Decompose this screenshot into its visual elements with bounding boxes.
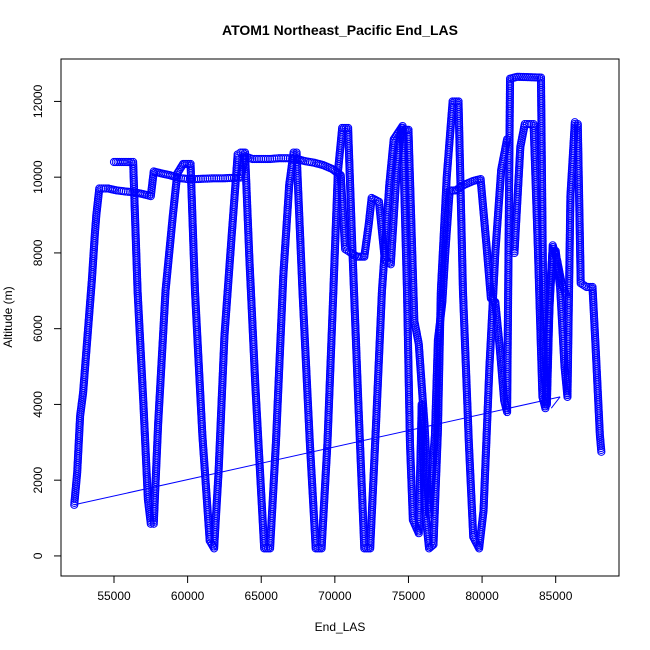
y-tick-label: 8000 <box>31 239 45 266</box>
x-tick-label: 65000 <box>245 589 279 603</box>
data-point <box>263 154 272 164</box>
data-point <box>205 174 214 183</box>
data-point <box>97 184 106 193</box>
data-point <box>223 174 232 183</box>
y-tick-label: 0 <box>31 552 45 559</box>
data-point <box>207 174 217 183</box>
y-tick-label: 4000 <box>31 391 45 418</box>
data-points <box>70 72 606 553</box>
data-point <box>259 154 268 164</box>
data-point <box>95 184 104 193</box>
data-point <box>210 174 219 183</box>
data-point <box>597 447 606 456</box>
x-tick-label: 80000 <box>465 589 499 603</box>
y-axis: 0 2000 4000 6000 8000 10000 12000 <box>31 84 62 559</box>
data-point <box>257 154 266 164</box>
x-tick-label: 55000 <box>97 589 131 603</box>
data-point <box>277 154 286 163</box>
data-point <box>261 154 270 164</box>
data-point <box>198 174 208 183</box>
data-point <box>214 174 223 183</box>
data-point <box>221 174 230 183</box>
y-tick-label: 2000 <box>31 467 45 494</box>
x-tick-label: 60000 <box>171 589 205 603</box>
data-point <box>201 174 210 183</box>
chart-title: ATOM1 Northeast_Pacific End_LAS <box>222 22 458 38</box>
data-point <box>252 154 261 164</box>
data-point <box>254 154 264 164</box>
x-axis: 55000 60000 65000 70000 75000 80000 85000 <box>97 575 573 603</box>
y-tick-label: 10000 <box>31 160 45 194</box>
x-tick-label: 85000 <box>539 589 573 603</box>
data-point <box>274 154 283 163</box>
x-tick-label: 70000 <box>318 589 352 603</box>
data-point <box>279 154 288 163</box>
data-point <box>212 174 221 183</box>
data-point <box>582 282 591 292</box>
data-point <box>580 281 589 290</box>
y-tick-label: 6000 <box>31 315 45 342</box>
data-point <box>196 174 205 183</box>
data-point <box>216 174 225 183</box>
x-tick-label: 75000 <box>392 589 426 603</box>
data-point <box>99 184 108 193</box>
data-point <box>203 174 212 183</box>
data-point <box>218 174 228 183</box>
data-point <box>250 154 259 164</box>
connecting-line <box>550 396 561 409</box>
y-tick-label: 12000 <box>31 84 45 118</box>
